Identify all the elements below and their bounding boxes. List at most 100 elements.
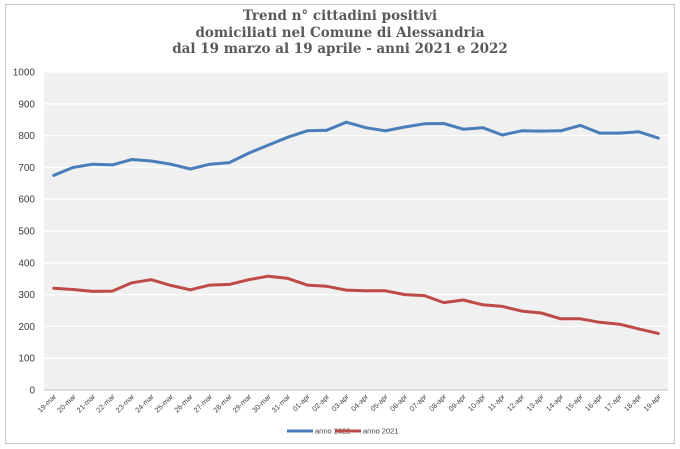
data-point — [598, 131, 602, 135]
x-tick-label: 10-apr — [466, 392, 487, 413]
data-point — [520, 129, 524, 133]
data-point — [461, 298, 465, 302]
data-point — [364, 126, 368, 130]
y-tick-label: 500 — [18, 227, 35, 238]
data-point — [149, 278, 153, 282]
data-point — [91, 290, 95, 293]
x-tick-label: 29-mar — [231, 392, 254, 415]
x-tick-label: 26-mar — [172, 392, 195, 415]
legend-label-1: anno 2022 — [315, 427, 350, 436]
legend-label-2: anno 2021 — [363, 427, 398, 436]
x-tick-label: 05-apr — [369, 392, 390, 413]
data-point — [481, 126, 485, 130]
y-tick-label: 0 — [29, 386, 35, 397]
x-tick-label: 09-apr — [447, 392, 468, 413]
chart-title-line-2: domiciliati nel Comune di Alessandria — [195, 24, 485, 41]
y-tick-label: 800 — [18, 131, 35, 142]
x-tick-label: 20-mar — [55, 392, 78, 415]
x-tick-label: 13-apr — [525, 392, 546, 413]
data-point — [208, 162, 212, 166]
y-tick-label: 600 — [18, 195, 35, 206]
data-point — [422, 294, 426, 297]
data-point — [52, 286, 56, 290]
data-point — [149, 159, 153, 163]
x-tick-label: 11-apr — [486, 392, 507, 413]
y-tick-label: 300 — [18, 290, 35, 301]
data-point — [130, 281, 134, 285]
data-point — [578, 317, 582, 321]
x-tick-label: 18-apr — [622, 392, 643, 413]
chart-title-line-1: Trend n° cittadini positivi — [242, 8, 438, 24]
data-point — [188, 167, 192, 171]
x-tick-label: 04-apr — [349, 392, 370, 413]
data-point — [500, 133, 504, 137]
y-tick-label: 900 — [18, 99, 35, 110]
data-point — [110, 289, 114, 293]
data-point — [403, 293, 407, 296]
data-point — [422, 122, 426, 126]
data-point — [383, 129, 387, 133]
data-point — [52, 173, 56, 177]
x-tick-label: 06-apr — [388, 392, 409, 413]
data-point — [344, 120, 348, 124]
data-point — [266, 143, 270, 147]
x-tick-label: 30-mar — [250, 392, 273, 415]
x-tick-label: 22-mar — [94, 392, 117, 415]
data-point — [266, 274, 270, 278]
data-point — [188, 288, 192, 292]
data-point — [71, 166, 75, 169]
data-point — [442, 122, 446, 125]
data-point — [169, 162, 173, 166]
y-tick-label: 200 — [18, 322, 35, 333]
data-point — [227, 161, 231, 165]
data-point — [539, 311, 543, 315]
data-point — [247, 151, 251, 155]
x-tick-label: 08-apr — [427, 392, 448, 413]
x-tick-label: 16-apr — [583, 392, 604, 413]
x-tick-label: 21-mar — [75, 392, 98, 415]
data-point — [617, 131, 621, 135]
data-point — [520, 309, 524, 313]
chart-title: Trend n° cittadini positivi domiciliati … — [0, 8, 680, 58]
x-tick-label: 12-apr — [505, 392, 526, 413]
x-tick-label: 31-mar — [270, 392, 293, 415]
data-point — [169, 283, 173, 287]
data-point — [637, 327, 641, 331]
x-tick-label: 19-mar — [36, 392, 59, 415]
y-tick-label: 100 — [18, 354, 35, 365]
x-tick-label: 14-apr — [544, 392, 565, 413]
data-point — [364, 289, 368, 293]
x-tick-label: 07-apr — [408, 392, 429, 413]
data-point — [71, 288, 75, 291]
x-tick-label: 25-mar — [153, 392, 176, 415]
y-tick-label: 400 — [18, 258, 35, 269]
data-point — [227, 283, 231, 286]
chart-title-line-3: dal 19 marzo al 19 aprile - anni 2021 e … — [172, 41, 508, 57]
data-point — [442, 301, 446, 304]
data-point — [383, 289, 387, 293]
series-line-2 — [52, 274, 660, 335]
data-point — [656, 331, 660, 335]
data-point — [286, 276, 290, 280]
x-tick-label: 01-apr — [291, 392, 312, 413]
data-point — [130, 158, 134, 161]
y-tick-label: 1000 — [13, 68, 36, 79]
data-point — [305, 283, 309, 287]
x-tick-label: 15-apr — [564, 392, 585, 413]
data-point — [403, 125, 407, 129]
data-point — [91, 162, 95, 166]
data-point — [617, 322, 621, 326]
x-tick-label: 24-mar — [133, 392, 156, 415]
series-line-1 — [52, 120, 660, 177]
data-point — [656, 136, 660, 140]
data-point — [208, 283, 212, 287]
x-tick-label: 19-apr — [642, 392, 663, 413]
x-tick-label: 17-apr — [603, 392, 624, 413]
x-tick-label: 03-apr — [330, 392, 351, 413]
data-point — [305, 129, 309, 133]
y-tick-label: 700 — [18, 163, 35, 174]
data-point — [559, 317, 563, 321]
data-point — [500, 304, 504, 308]
data-point — [461, 127, 465, 131]
